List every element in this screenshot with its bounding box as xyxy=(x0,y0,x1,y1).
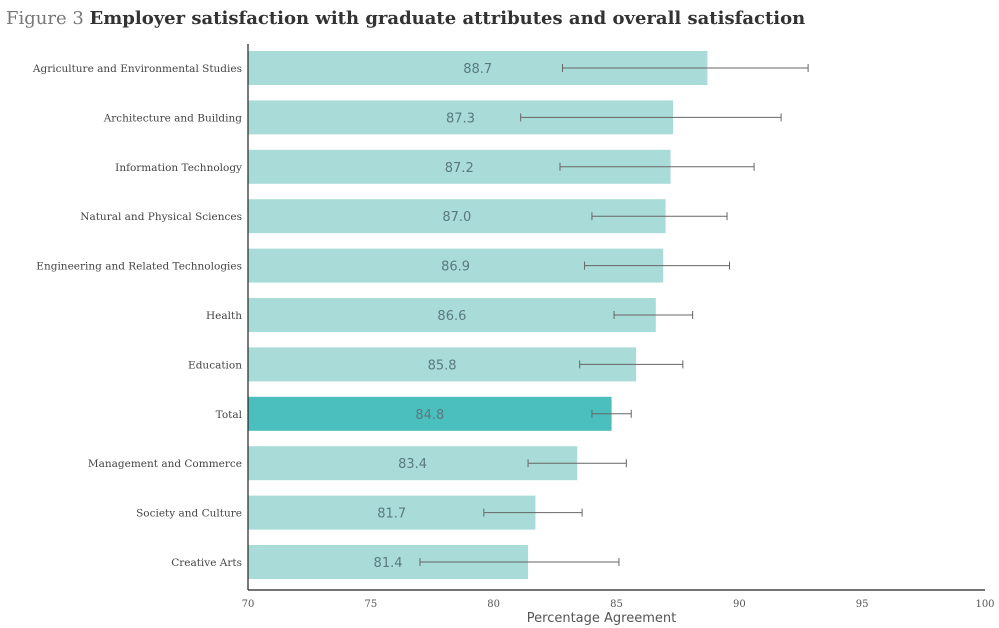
value-label: 81.4 xyxy=(374,556,403,571)
x-tick-label: 70 xyxy=(242,599,255,610)
x-tick-label: 75 xyxy=(364,599,377,610)
value-label: 84.8 xyxy=(415,408,444,423)
category-label: Education xyxy=(188,359,242,371)
category-label: Agriculture and Environmental Studies xyxy=(32,63,242,75)
x-tick-label: 85 xyxy=(610,599,623,610)
value-label: 86.9 xyxy=(441,260,470,275)
figure-number: Figure 3 xyxy=(6,8,84,29)
value-label: 87.2 xyxy=(445,161,474,176)
x-tick-label: 80 xyxy=(487,599,500,610)
category-label: Information Technology xyxy=(115,162,242,174)
value-label: 87.0 xyxy=(442,210,471,225)
category-label: Society and Culture xyxy=(136,508,242,520)
category-label: Creative Arts xyxy=(171,557,242,569)
bar-5 xyxy=(248,298,656,332)
category-label: Management and Commerce xyxy=(88,458,242,470)
chart-title: Figure 3 Employer satisfaction with grad… xyxy=(6,8,805,29)
value-label: 81.7 xyxy=(377,507,406,522)
category-label: Architecture and Building xyxy=(103,112,243,124)
bar-6 xyxy=(248,347,637,382)
value-label: 83.4 xyxy=(398,457,427,472)
value-label: 88.7 xyxy=(463,62,492,77)
x-tick-label: 90 xyxy=(733,599,746,610)
value-label: 86.6 xyxy=(437,309,466,324)
bar-8 xyxy=(248,446,578,481)
category-label: Engineering and Related Technologies xyxy=(36,261,242,273)
x-tick-label: 100 xyxy=(975,599,994,610)
category-label: Total xyxy=(216,409,243,421)
value-label: 87.3 xyxy=(446,111,475,126)
value-label: 85.8 xyxy=(428,358,457,373)
x-axis-label: Percentage Agreement xyxy=(527,611,676,626)
category-label: Health xyxy=(206,310,242,322)
category-label: Natural and Physical Sciences xyxy=(80,211,242,223)
x-tick-label: 95 xyxy=(856,599,869,610)
bar-7 xyxy=(248,396,612,431)
title-text: Employer satisfaction with graduate attr… xyxy=(89,8,806,29)
